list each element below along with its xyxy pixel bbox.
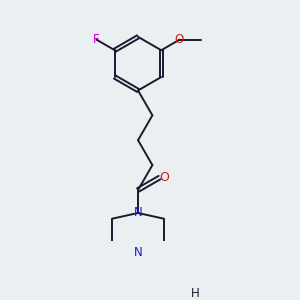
Text: O: O bbox=[175, 33, 184, 46]
Text: F: F bbox=[93, 33, 100, 46]
Text: H: H bbox=[191, 287, 200, 300]
Text: N: N bbox=[134, 206, 142, 220]
Text: N: N bbox=[134, 246, 142, 259]
Text: O: O bbox=[159, 171, 169, 184]
